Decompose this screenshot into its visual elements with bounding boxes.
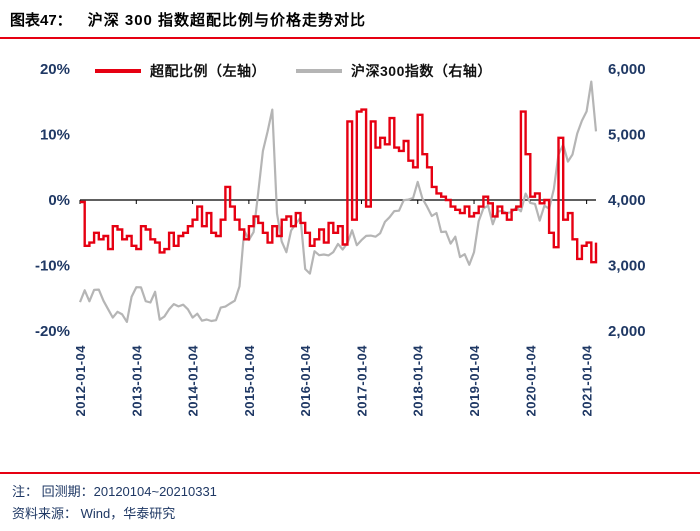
svg-text:20%: 20%: [40, 61, 70, 78]
note-text: 回测期：20120104~20210331: [41, 483, 217, 499]
svg-text:5,000: 5,000: [608, 127, 646, 144]
svg-text:2018-01-04: 2018-01-04: [411, 345, 426, 417]
svg-text:-10%: -10%: [35, 258, 70, 275]
chart-legend: 超配比例（左轴） 沪深300指数（右轴）: [95, 61, 492, 81]
svg-text:2014-01-04: 2014-01-04: [186, 345, 201, 417]
svg-text:10%: 10%: [40, 127, 70, 144]
legend-swatch-index: [296, 69, 342, 73]
source-label: 资料来源：: [12, 505, 78, 521]
legend-label-index: 沪深300指数（右轴）: [351, 63, 492, 79]
csi300-index-line: [78, 80, 598, 323]
svg-text:2016-01-04: 2016-01-04: [298, 345, 313, 417]
svg-text:6,000: 6,000: [608, 61, 646, 78]
legend-label-overweight: 超配比例（左轴）: [150, 63, 266, 79]
svg-text:2021-01-04: 2021-01-04: [580, 345, 595, 417]
svg-text:-20%: -20%: [35, 323, 70, 340]
svg-text:2019-01-04: 2019-01-04: [467, 345, 482, 417]
x-axis-ticks: [79, 200, 588, 204]
svg-text:2013-01-04: 2013-01-04: [129, 345, 144, 417]
svg-text:2015-01-04: 2015-01-04: [242, 345, 257, 417]
source-row: 资料来源： Wind，华泰研究: [12, 503, 688, 525]
svg-text:3,000: 3,000: [608, 258, 646, 275]
legend-item-index: 沪深300指数（右轴）: [296, 61, 492, 81]
y-axis-left-labels: 20% 10% 0% -10% -20%: [35, 61, 70, 340]
page-title: 沪深 300 指数超配比例与价格走势对比: [87, 12, 367, 29]
svg-text:4,000: 4,000: [608, 192, 646, 209]
figure-number-label: 图表47：: [10, 12, 72, 29]
legend-swatch-overweight: [95, 69, 141, 73]
x-axis-labels: 2012-01-04 2013-01-04 2014-01-04 2015-01-04…: [73, 345, 595, 417]
overweight-ratio-line: [80, 108, 598, 264]
legend-item-overweight: 超配比例（左轴）: [95, 61, 266, 81]
footnote-row: 注： 回测期：20120104~20210331: [12, 481, 688, 503]
note-label: 注：: [12, 483, 39, 499]
chart-area: 20% 10% 0% -10% -20% 6,000 5,000 4,000 3,000 2,00…: [0, 39, 700, 472]
chart-header: 图表47： 沪深 300 指数超配比例与价格走势对比: [0, 0, 700, 39]
y-axis-right-labels: 6,000 5,000 4,000 3,000 2,000: [608, 61, 646, 340]
svg-text:2,000: 2,000: [608, 323, 646, 340]
chart-footer: 注： 回测期：20120104~20210331 资料来源： Wind，华泰研究: [0, 471, 700, 531]
svg-text:2020-01-04: 2020-01-04: [523, 345, 538, 417]
dual-axis-line-chart: 20% 10% 0% -10% -20% 6,000 5,000 4,000 3,000 2,00…: [35, 61, 646, 417]
svg-text:0%: 0%: [48, 192, 70, 209]
svg-text:2017-01-04: 2017-01-04: [354, 345, 369, 417]
source-text: Wind，华泰研究: [80, 505, 176, 521]
svg-text:2012-01-04: 2012-01-04: [73, 345, 88, 417]
